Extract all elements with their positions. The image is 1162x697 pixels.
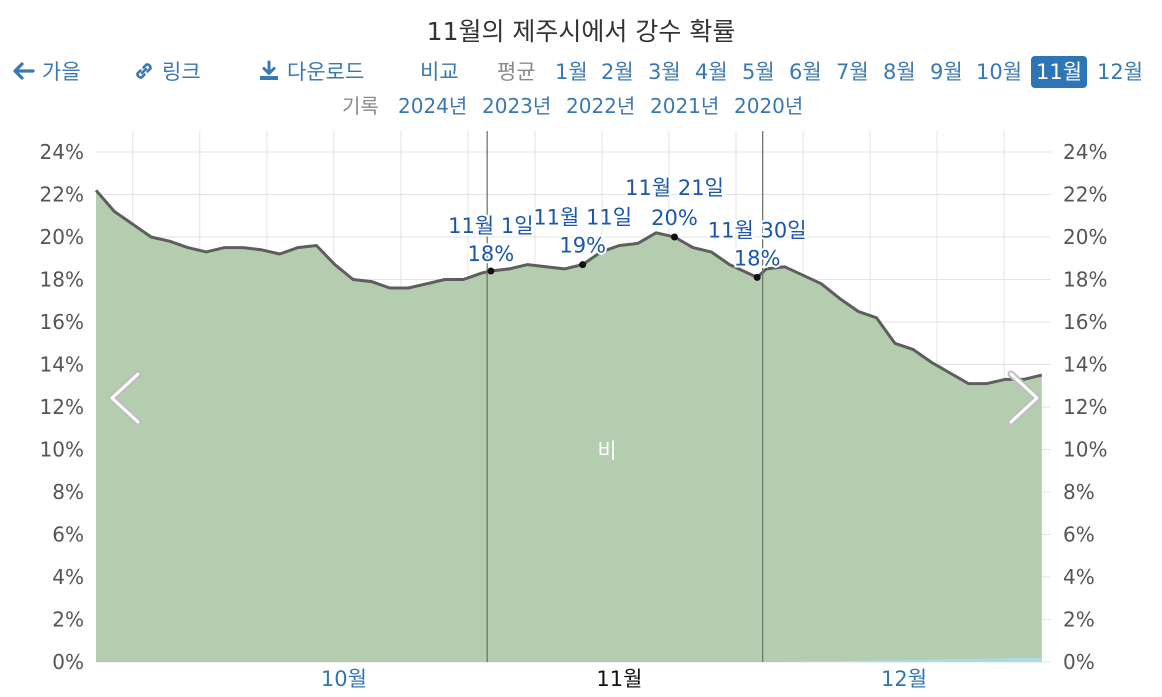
annotation-date-label: 11월 21일	[625, 176, 724, 200]
y-tick-label-left: 0%	[52, 650, 84, 674]
year-link-2023[interactable]: 2023년	[482, 94, 552, 118]
year-link-2020[interactable]: 2020년	[734, 94, 804, 118]
link-icon	[136, 63, 152, 79]
arrow-left-icon	[13, 62, 35, 80]
back-label: 가을	[42, 60, 81, 84]
annotation-date-label: 11월 11일	[533, 206, 632, 230]
y-tick-label-right: 16%	[1063, 310, 1107, 334]
annotation-marker	[671, 233, 679, 241]
y-tick-label-right: 14%	[1063, 353, 1107, 377]
records-label: 기록	[342, 94, 379, 118]
annotation-value-label: 20%	[651, 206, 698, 230]
month-link-8[interactable]: 8월	[883, 60, 916, 84]
snow-area	[766, 657, 1042, 662]
y-tick-label-right: 24%	[1063, 140, 1107, 164]
y-tick-label-left: 10%	[40, 438, 84, 462]
back-link[interactable]: 가을	[12, 56, 81, 88]
y-tick-label-left: 22%	[40, 183, 84, 207]
area-label-rain: 비	[597, 439, 616, 463]
month-link-3[interactable]: 3월	[648, 60, 681, 84]
y-tick-label-left: 12%	[40, 395, 84, 419]
link-button[interactable]: 링크	[132, 56, 201, 88]
y-tick-label-right: 2%	[1063, 608, 1095, 632]
compare-link[interactable]: 비교	[420, 60, 459, 84]
y-tick-label-left: 2%	[52, 608, 84, 632]
annotation-value-label: 18%	[468, 242, 515, 266]
x-month-label: 11월	[596, 667, 642, 691]
annotation-value-label: 18%	[734, 246, 781, 270]
y-tick-label-left: 24%	[40, 140, 84, 164]
month-link-1[interactable]: 1월	[555, 60, 588, 84]
annotation-marker	[579, 261, 587, 269]
download-icon	[260, 60, 278, 80]
download-label: 다운로드	[287, 60, 365, 84]
link-label: 링크	[162, 60, 201, 84]
annotation-marker	[487, 267, 495, 275]
y-tick-label-right: 20%	[1063, 225, 1107, 249]
annotation-layer: 11월 1일 18% 11월 11일 19% 11월 21일 20% 11월 30일 18%	[446, 174, 809, 281]
y-tick-label-left: 20%	[40, 225, 84, 249]
next-arrow[interactable]	[1007, 370, 1041, 426]
y-tick-label-left: 14%	[40, 353, 84, 377]
y-tick-label-right: 8%	[1063, 480, 1095, 504]
y-tick-label-right: 0%	[1063, 650, 1095, 674]
download-button[interactable]: 다운로드	[257, 56, 364, 88]
axis-layer: 0% 0% 2% 2% 4% 4% 6% 6% 8% 8% 10% 10% 12% 12% 14% 14% 16…	[40, 140, 1108, 691]
y-tick-label-left: 4%	[52, 565, 84, 589]
y-tick-label-right: 10%	[1063, 438, 1107, 462]
x-month-label: 10월	[321, 667, 367, 691]
y-tick-label-left: 6%	[52, 523, 84, 547]
y-tick-label-right: 4%	[1063, 565, 1095, 589]
average-label: 평균	[497, 60, 536, 84]
month-link-7[interactable]: 7월	[836, 60, 869, 84]
y-tick-label-right: 18%	[1063, 268, 1107, 292]
x-month-label: 12월	[881, 667, 927, 691]
y-tick-label-right: 22%	[1063, 183, 1107, 207]
annotation-marker	[753, 273, 761, 281]
y-tick-label-left: 16%	[40, 310, 84, 334]
month-link-5[interactable]: 5월	[742, 60, 775, 84]
previous-arrow[interactable]	[108, 370, 142, 426]
annotation-value-label: 19%	[559, 234, 606, 258]
month-link-2[interactable]: 2월	[601, 60, 634, 84]
year-link-2022[interactable]: 2022년	[566, 94, 636, 118]
annotation-date-label: 11월 30일	[708, 218, 807, 242]
area-layer	[94, 189, 1043, 663]
month-link-9[interactable]: 9월	[930, 60, 963, 84]
chart-title: 11월의 제주시에서 강수 확률	[426, 17, 736, 46]
rain-area	[96, 190, 1042, 663]
month-link-11-active[interactable]: 11월	[1031, 56, 1088, 88]
year-link-2021[interactable]: 2021년	[650, 94, 720, 118]
y-tick-label-right: 12%	[1063, 395, 1107, 419]
month-link-6[interactable]: 6월	[789, 60, 822, 84]
month-link-4[interactable]: 4월	[695, 60, 728, 84]
rain-line	[94, 189, 1043, 386]
annotation-date-label: 11월 1일	[448, 214, 533, 238]
year-link-2024[interactable]: 2024년	[398, 94, 468, 118]
y-tick-label-left: 8%	[52, 480, 84, 504]
y-tick-label-right: 6%	[1063, 523, 1095, 547]
month-link-10[interactable]: 10월	[976, 60, 1023, 84]
month-link-12[interactable]: 12월	[1097, 60, 1144, 84]
y-tick-label-left: 18%	[40, 268, 84, 292]
month-divider-layer	[486, 131, 764, 662]
